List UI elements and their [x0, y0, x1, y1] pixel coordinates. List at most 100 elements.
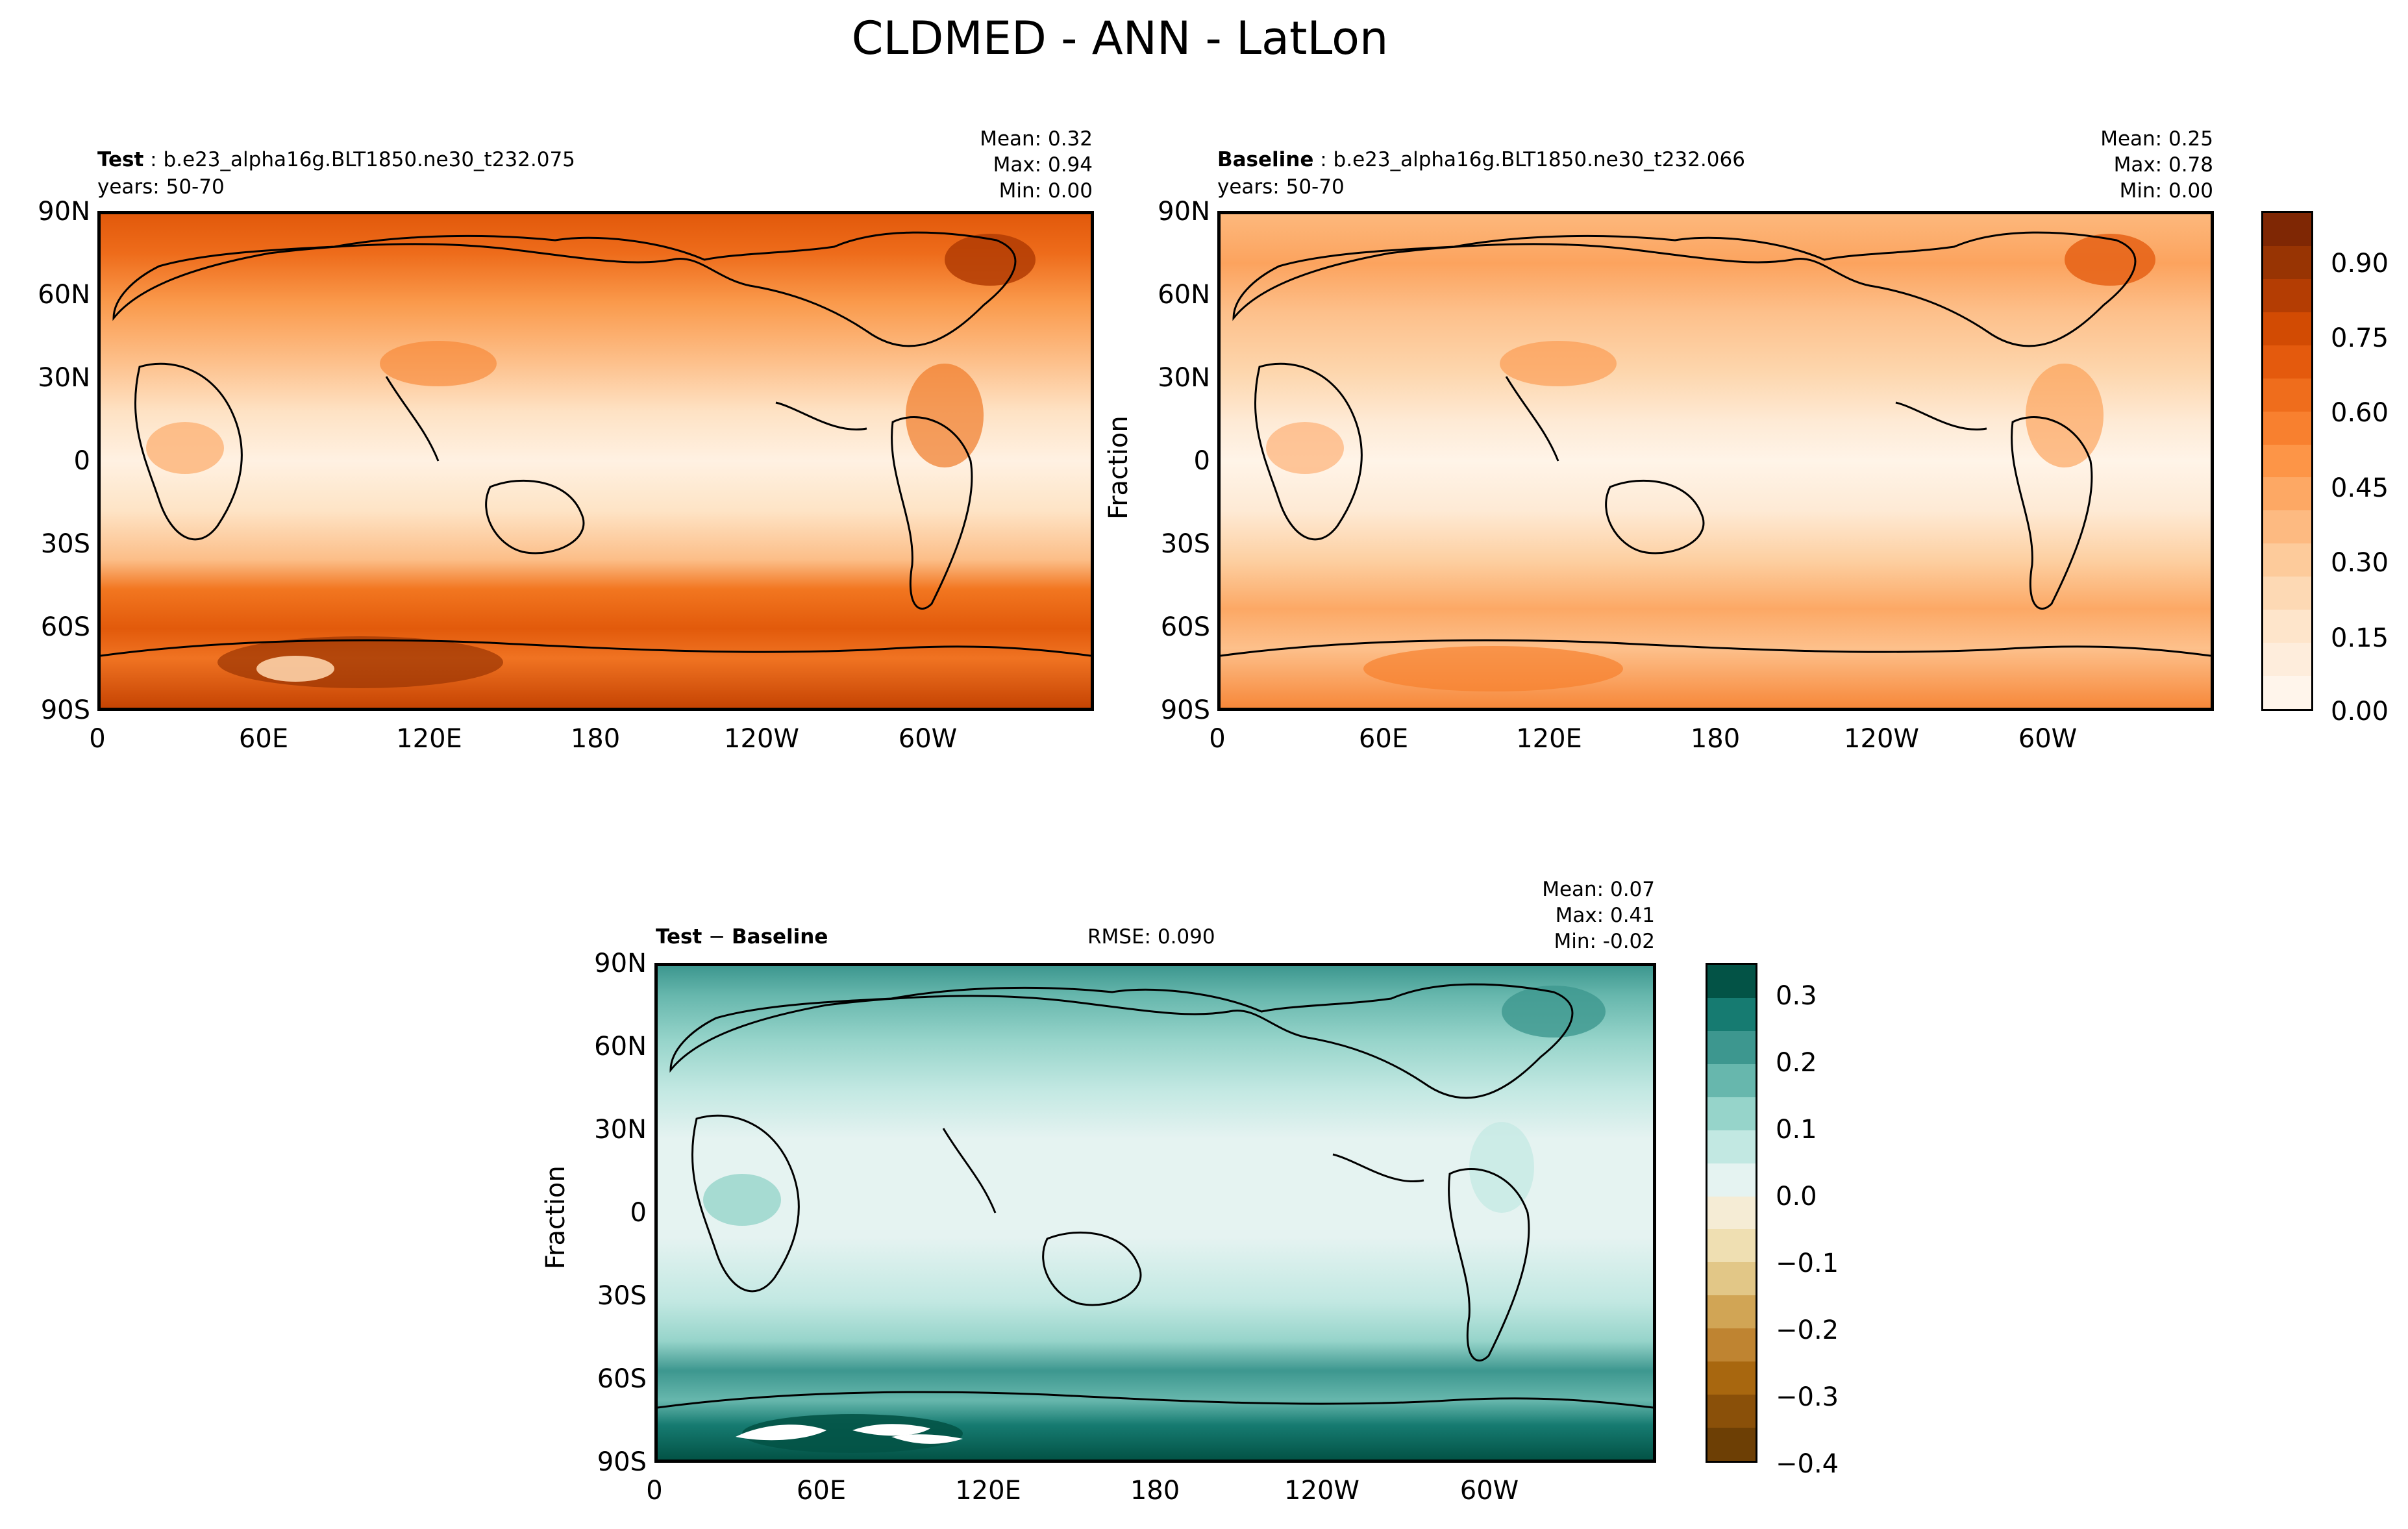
test-panel-header: Test : b.e23_alpha16g.BLT1850.ne30_t232.…	[97, 148, 575, 171]
lat-tick: 0	[73, 446, 90, 476]
lat-tick: 30S	[1160, 529, 1210, 559]
lat-tick: 30N	[38, 363, 90, 393]
main-colorbar-step	[2263, 641, 2311, 677]
main-colorbar-step	[2263, 575, 2311, 610]
diff-mean: Mean: 0.07	[1542, 878, 1655, 901]
lon-tick: 60W	[2018, 724, 2078, 754]
main-colorbar-step	[2263, 245, 2311, 279]
test-coastlines	[101, 231, 1091, 657]
lon-tick: 60E	[1358, 724, 1409, 754]
baseline-min: Min: 0.00	[2119, 179, 2213, 203]
cbar-tick: −0.3	[1776, 1382, 1839, 1412]
lon-tick: 60W	[898, 724, 958, 754]
baseline-ylabel: Fraction	[1104, 416, 1134, 519]
diff-colorbar-step	[1707, 1426, 1756, 1461]
lon-tick: 0	[646, 1476, 663, 1506]
diff-colorbar-step	[1707, 1228, 1756, 1263]
lat-tick: 30N	[1158, 363, 1210, 393]
cbar-tick: 0.45	[2331, 473, 2389, 503]
baseline-map	[1217, 211, 2214, 711]
cbar-tick: −0.2	[1776, 1315, 1839, 1345]
lat-tick: 60S	[40, 612, 90, 642]
diff-colorbar-step	[1707, 1063, 1756, 1097]
test-map-field	[101, 214, 1091, 708]
main-colorbar	[2261, 211, 2313, 711]
cbar-tick: −0.1	[1776, 1249, 1839, 1278]
lat-tick: 0	[630, 1198, 647, 1228]
lat-tick: 60N	[38, 280, 90, 310]
diff-map	[654, 963, 1656, 1463]
main-colorbar-step	[2263, 410, 2311, 445]
diff-colorbar-step	[1707, 1030, 1756, 1064]
lon-tick: 180	[1690, 724, 1741, 754]
lat-tick: 30N	[594, 1115, 647, 1145]
lon-tick: 60E	[238, 724, 289, 754]
diff-colorbar-step	[1707, 965, 1756, 998]
lat-tick: 30S	[597, 1281, 647, 1311]
figure-title: CLDMED - ANN - LatLon	[851, 12, 1389, 65]
diff-colorbar-step	[1707, 1360, 1756, 1395]
lon-tick: 60W	[1459, 1476, 1519, 1506]
baseline-panel-header: Baseline : b.e23_alpha16g.BLT1850.ne30_t…	[1217, 148, 1745, 171]
main-colorbar-step	[2263, 377, 2311, 412]
diff-colorbar-fill	[1707, 965, 1756, 1461]
main-colorbar-step	[2263, 542, 2311, 577]
diff-panel-stats: Mean: 0.07 Max: 0.41 Min: -0.02	[1542, 876, 1655, 954]
baseline-panel-stats: Mean: 0.25 Max: 0.78 Min: 0.00	[2100, 126, 2213, 204]
lon-tick: 120W	[1844, 724, 1919, 754]
lat-tick: 60S	[1160, 612, 1210, 642]
test-mean: Mean: 0.32	[980, 127, 1093, 151]
lat-tick: 30S	[40, 529, 90, 559]
diff-colorbar-step	[1707, 1096, 1756, 1130]
main-colorbar-step	[2263, 278, 2311, 312]
baseline-panel-years: years: 50-70	[1217, 175, 1345, 199]
main-colorbar-step	[2263, 476, 2311, 511]
lat-tick: 90N	[1158, 197, 1210, 227]
cbar-tick: 0.75	[2331, 323, 2389, 353]
cbar-tick: 0.60	[2331, 398, 2389, 428]
cbar-tick: 0.0	[1776, 1182, 1817, 1212]
diff-colorbar-step	[1707, 997, 1756, 1031]
lat-tick: 60S	[597, 1364, 647, 1394]
test-panel-stats: Mean: 0.32 Max: 0.94 Min: 0.00	[980, 126, 1093, 204]
lat-tick: 0	[1193, 446, 1210, 476]
main-colorbar-step	[2263, 344, 2311, 379]
test-panel-years: years: 50-70	[97, 175, 225, 199]
diff-colorbar-step	[1707, 1294, 1756, 1329]
lon-tick: 120E	[1516, 724, 1582, 754]
lat-tick: 60N	[1158, 280, 1210, 310]
lat-tick: 90S	[40, 695, 90, 725]
diff-max: Max: 0.41	[1555, 904, 1655, 927]
lon-tick: 0	[1209, 724, 1226, 754]
diff-colorbar-step	[1707, 1162, 1756, 1197]
cbar-tick: 0.1	[1776, 1115, 1817, 1145]
main-colorbar-fill	[2263, 213, 2311, 709]
lat-tick: 90N	[38, 197, 90, 227]
cbar-tick: 0.90	[2331, 249, 2389, 279]
baseline-map-field	[1221, 214, 2211, 708]
lat-tick: 90S	[597, 1447, 647, 1477]
diff-colorbar-step	[1707, 1129, 1756, 1163]
main-colorbar-step	[2263, 311, 2311, 345]
cbar-tick: 0.00	[2331, 697, 2389, 727]
lon-tick: 60E	[796, 1476, 847, 1506]
lon-tick: 120E	[955, 1476, 1021, 1506]
diff-panel-header: Test − Baseline	[656, 925, 828, 949]
lon-tick: 0	[89, 724, 106, 754]
main-colorbar-step	[2263, 675, 2311, 709]
lon-tick: 180	[1130, 1476, 1180, 1506]
diff-min: Min: -0.02	[1554, 930, 1655, 953]
cbar-tick: 0.30	[2331, 548, 2389, 578]
diff-colorbar	[1706, 963, 1757, 1463]
lon-tick: 120W	[724, 724, 799, 754]
diff-colorbar-step	[1707, 1261, 1756, 1296]
diff-map-field	[658, 966, 1653, 1460]
cbar-tick: 0.3	[1776, 981, 1817, 1011]
lon-tick: 120E	[396, 724, 462, 754]
lat-tick: 90S	[1160, 695, 1210, 725]
diff-rmse: RMSE: 0.090	[1087, 925, 1215, 949]
main-colorbar-step	[2263, 443, 2311, 478]
diff-colorbar-step	[1707, 1195, 1756, 1230]
lat-tick: 60N	[594, 1032, 647, 1062]
diff-ylabel: Fraction	[541, 1165, 571, 1269]
